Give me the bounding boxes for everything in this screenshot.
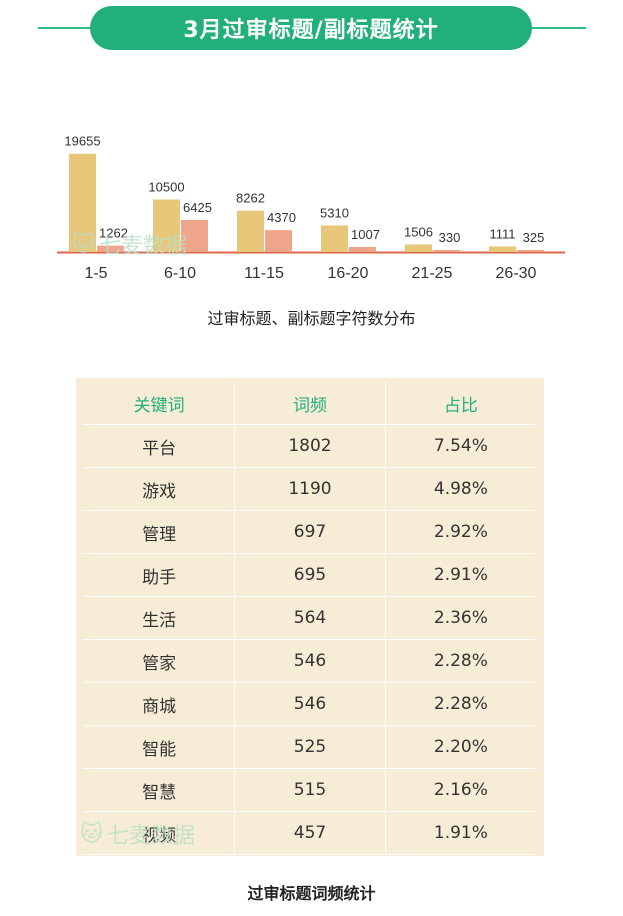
bar-6-10-series0 bbox=[153, 199, 180, 252]
data-label: 5310 bbox=[320, 205, 349, 220]
x-tick-label: 16-20 bbox=[328, 265, 369, 282]
keyword-cell: 助手 bbox=[84, 553, 235, 597]
data-label: 8262 bbox=[236, 191, 265, 206]
percent-cell: 2.28% bbox=[384, 682, 536, 726]
data-label: 330 bbox=[439, 230, 461, 245]
table-row: 管理 697 2.92% bbox=[84, 510, 536, 554]
bar-6-10-series1 bbox=[181, 219, 208, 252]
data-label: 1007 bbox=[351, 227, 380, 242]
x-tick-label: 26-30 bbox=[496, 265, 537, 282]
percent-cell: 4.98% bbox=[384, 467, 536, 511]
table-row: 管家 546 2.28% bbox=[84, 639, 536, 683]
watermark-bottom: 🐱 七麦数据 bbox=[80, 818, 195, 850]
table-row: 游戏 1190 4.98% bbox=[84, 467, 536, 511]
frequency-cell: 564 bbox=[234, 596, 386, 640]
percent-cell: 2.36% bbox=[384, 596, 536, 640]
table-row: 平台 1802 7.54% bbox=[84, 424, 536, 468]
keyword-cell: 商城 bbox=[84, 682, 235, 726]
table-row: 智能 525 2.20% bbox=[84, 725, 536, 769]
table-header-row: 关键词 词频 占比 bbox=[84, 382, 536, 425]
page-title: 3月过审标题/副标题统计 bbox=[90, 6, 532, 50]
watermark-top: 🐱 七麦数据 bbox=[72, 228, 187, 260]
frequency-cell: 697 bbox=[234, 510, 386, 554]
percent-cell: 2.92% bbox=[384, 510, 536, 554]
data-label: 19655 bbox=[64, 134, 100, 149]
bar-11-15-series0 bbox=[237, 210, 264, 252]
keyword-table: 关键词 词频 占比 平台 1802 7.54% 游戏 1190 4.98% 管理 697 2.92%… bbox=[84, 382, 536, 855]
percent-cell: 2.20% bbox=[384, 725, 536, 769]
table-row: 生活 564 2.36% bbox=[84, 596, 536, 640]
keyword-cell: 管理 bbox=[84, 510, 235, 554]
frequency-cell: 695 bbox=[234, 553, 386, 597]
bar-16-20-series0 bbox=[321, 225, 348, 252]
data-label: 10500 bbox=[148, 180, 184, 195]
keyword-cell: 游戏 bbox=[84, 467, 235, 511]
data-label: 4370 bbox=[267, 210, 296, 225]
percent-cell: 2.16% bbox=[384, 768, 536, 812]
header-line-right bbox=[520, 27, 586, 29]
keyword-table-panel: 关键词 词频 占比 平台 1802 7.54% 游戏 1190 4.98% 管理 697 2.92%… bbox=[76, 378, 544, 856]
chart-title: 过审标题、副标题字符数分布 bbox=[207, 309, 416, 328]
frequency-cell: 1190 bbox=[234, 467, 386, 511]
keyword-cell: 智慧 bbox=[84, 768, 235, 812]
keyword-cell: 视频 bbox=[84, 811, 235, 855]
watermark-text: 七麦数据 bbox=[98, 234, 187, 259]
keyword-cell: 智能 bbox=[84, 725, 235, 769]
table-header-cell: 关键词 bbox=[84, 382, 235, 425]
data-label: 1111 bbox=[489, 226, 515, 241]
frequency-cell: 525 bbox=[234, 725, 386, 769]
percent-cell: 7.54% bbox=[384, 424, 536, 468]
table-body: 平台 1802 7.54% 游戏 1190 4.98% 管理 697 2.92% 助手 695 2.9… bbox=[84, 424, 536, 855]
keyword-cell: 管家 bbox=[84, 639, 235, 683]
frequency-cell: 457 bbox=[234, 811, 386, 855]
table-row: 视频 457 1.91% bbox=[84, 811, 536, 855]
percent-cell: 2.91% bbox=[384, 553, 536, 597]
frequency-cell: 515 bbox=[234, 768, 386, 812]
keyword-cell: 生活 bbox=[84, 596, 235, 640]
frequency-cell: 1802 bbox=[234, 424, 386, 468]
table-row: 助手 695 2.91% bbox=[84, 553, 536, 597]
bar-21-25-series0 bbox=[405, 244, 432, 252]
frequency-cell: 546 bbox=[234, 639, 386, 683]
table-row: 智慧 515 2.16% bbox=[84, 768, 536, 812]
percent-cell: 2.28% bbox=[384, 639, 536, 683]
x-tick-label: 1-5 bbox=[84, 265, 107, 282]
cat-logo-icon: 🐱 bbox=[72, 231, 95, 257]
frequency-cell: 546 bbox=[234, 682, 386, 726]
bar-26-30-series0 bbox=[489, 246, 516, 252]
header-line-left bbox=[38, 27, 98, 29]
x-tick-label: 11-15 bbox=[244, 265, 284, 282]
bar-16-20-series1 bbox=[349, 246, 376, 252]
bar-1-5-series0 bbox=[69, 153, 96, 252]
bar-26-30-series1 bbox=[517, 250, 544, 252]
watermark-text: 七麦数据 bbox=[106, 824, 195, 849]
data-label: 325 bbox=[523, 230, 545, 245]
bar-1-5-series1 bbox=[97, 245, 124, 252]
x-tick-label: 21-25 bbox=[412, 265, 453, 282]
table-header-cell: 占比 bbox=[384, 382, 536, 425]
cat-logo-icon: 🐱 bbox=[80, 821, 103, 847]
table-caption: 过审标题词频统计 bbox=[247, 884, 376, 903]
bar-11-15-series1 bbox=[265, 230, 292, 252]
table-header-cell: 词频 bbox=[234, 382, 386, 425]
percent-cell: 1.91% bbox=[384, 811, 536, 855]
data-label: 6425 bbox=[183, 200, 212, 215]
data-label: 1262 bbox=[99, 226, 128, 241]
keyword-cell: 平台 bbox=[84, 424, 235, 468]
table-row: 商城 546 2.28% bbox=[84, 682, 536, 726]
x-tick-label: 6-10 bbox=[164, 265, 196, 282]
bar-21-25-series1 bbox=[433, 250, 460, 252]
data-label: 1506 bbox=[404, 224, 433, 239]
